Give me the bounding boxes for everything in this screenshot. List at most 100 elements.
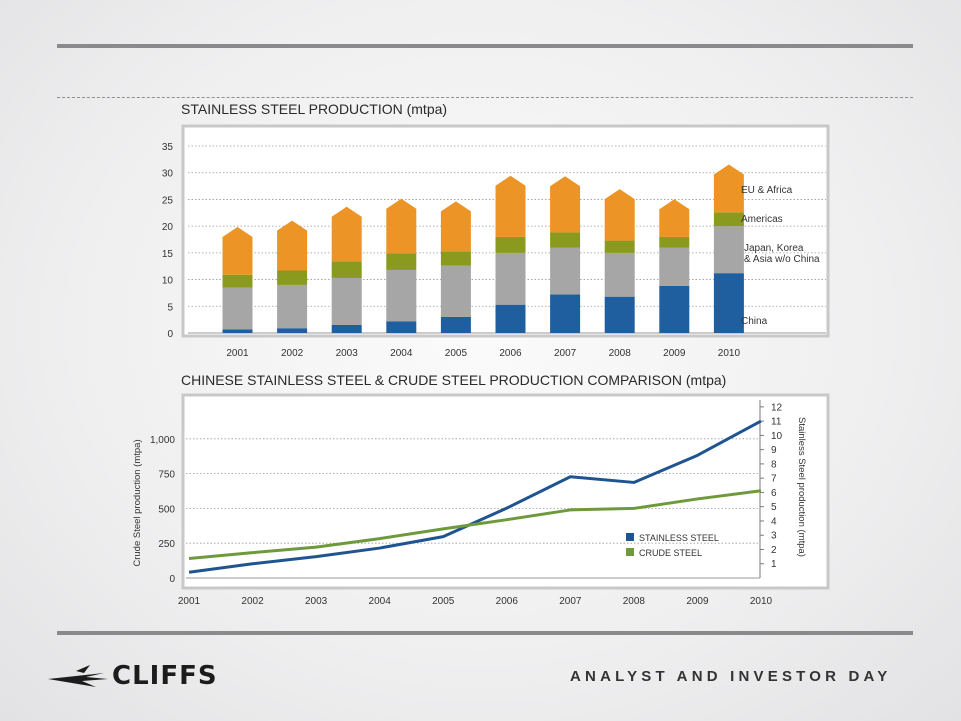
bar-segment: [713, 164, 744, 213]
top-rule: [57, 44, 913, 48]
bar-segment: [604, 240, 635, 253]
bar-chart-title: STAINLESS STEEL PRODUCTION (mtpa): [181, 101, 448, 117]
bar-segment: [277, 270, 308, 285]
line-chart-title: CHINESE STAINLESS STEEL & CRUDE STEEL PR…: [181, 372, 727, 388]
bar-segment: [550, 294, 581, 333]
bar-segment: [550, 232, 581, 248]
line-x-tick-label: 2005: [432, 596, 455, 607]
line-y-axis-label: Crude Steel production (mtpa): [132, 439, 143, 566]
stainless-steel-line: [188, 419, 762, 574]
bar-segment: [222, 227, 253, 275]
bar-legend-label: China: [741, 316, 768, 327]
bar-legend-label: EU & Africa: [741, 185, 793, 196]
line-x-tick-label: 2004: [369, 596, 392, 607]
bar-segment: [331, 206, 362, 262]
line-legend-label: CRUDE STEEL: [639, 548, 702, 558]
bar-y-tick-label: 15: [162, 249, 174, 260]
bar-x-tick-label: 2006: [499, 348, 522, 359]
line-y-tick-label: 500: [158, 504, 175, 515]
line-y2-tick-label: 3: [771, 531, 777, 542]
bar-segment: [440, 265, 471, 317]
bar-segment: [604, 296, 635, 333]
bar-y-tick-label: 30: [162, 169, 174, 180]
bar-legend-label: Japan, Korea & Asia w/o China: [744, 243, 820, 265]
bar-segment: [604, 252, 635, 297]
bar-segment: [659, 285, 690, 333]
line-y2-tick-label: 8: [771, 459, 777, 470]
bottom-rule: [57, 631, 913, 635]
line-y2-axis-label: Stainless Steel production (mtpa): [796, 417, 807, 557]
bar-segment: [331, 277, 362, 325]
cliffs-logo: CLIFFS: [46, 659, 246, 695]
line-y-tick-label: 1,000: [150, 435, 175, 446]
bar-segment: [222, 329, 253, 333]
bar-segment: [222, 287, 253, 330]
bar-segment: [331, 261, 362, 278]
line-y-tick-label: 250: [158, 539, 175, 550]
bar-x-tick-label: 2008: [609, 348, 632, 359]
bar-x-tick-label: 2007: [554, 348, 577, 359]
line-legend-swatch: [626, 548, 634, 556]
line-legend-swatch: [626, 533, 634, 541]
bar-segment: [386, 269, 417, 322]
bar-segment: [222, 274, 253, 288]
line-x-tick-label: 2006: [496, 596, 519, 607]
line-plot-area: [181, 393, 830, 590]
bar-segment: [331, 324, 362, 333]
line-y2-tick-label: 7: [771, 474, 777, 485]
bar-y-tick-label: 0: [167, 329, 173, 340]
bar-segment: [440, 251, 471, 266]
dashed-divider: [57, 97, 913, 98]
bar-y-tick-label: 25: [162, 195, 174, 206]
bar-segment: [713, 273, 744, 333]
bar-segment: [277, 220, 308, 271]
line-x-tick-label: 2003: [305, 596, 328, 607]
bar-segment: [495, 236, 526, 253]
bar-legend-label: Americas: [741, 214, 783, 225]
bar-x-tick-label: 2009: [663, 348, 686, 359]
line-y2-tick-label: 11: [771, 417, 782, 428]
bar-y-tick-label: 10: [162, 276, 174, 287]
bar-x-tick-label: 2004: [390, 348, 413, 359]
cliffs-logo-icon: [48, 665, 108, 687]
bar-x-tick-label: 2003: [336, 348, 359, 359]
bar-segment: [495, 304, 526, 333]
bar-segment: [386, 321, 417, 333]
bar-segment: [713, 226, 744, 274]
line-y-tick-label: 0: [169, 574, 175, 585]
bar-segment: [659, 236, 690, 248]
bar-segment: [659, 199, 690, 237]
bar-y-tick-label: 5: [167, 302, 173, 313]
line-x-tick-label: 2001: [178, 596, 201, 607]
bar-segment: [495, 175, 526, 237]
line-y2-tick-label: 12: [771, 402, 783, 413]
line-y2-tick-label: 4: [771, 516, 777, 527]
line-y2-tick-label: 2: [771, 545, 777, 556]
line-x-tick-label: 2002: [241, 596, 264, 607]
crude-steel-line: [188, 489, 762, 561]
bar-segment: [440, 316, 471, 333]
bar-segment: [713, 212, 744, 227]
bar-y-tick-label: 35: [162, 142, 174, 153]
footer-title: ANALYST AND INVESTOR DAY: [570, 668, 892, 685]
bar-x-tick-label: 2002: [281, 348, 304, 359]
bar-segment: [277, 284, 308, 329]
bar-segment: [604, 189, 635, 241]
line-x-tick-label: 2009: [686, 596, 709, 607]
bar-y-tick-label: 20: [162, 222, 174, 233]
line-y2-tick-label: 6: [771, 488, 777, 499]
line-y2-tick-label: 10: [771, 431, 783, 442]
line-legend-label: STAINLESS STEEL: [639, 533, 719, 543]
bar-segment: [495, 252, 526, 305]
line-y-tick-label: 750: [158, 470, 175, 481]
bar-segment: [550, 247, 581, 295]
bar-segment: [550, 176, 581, 233]
bar-x-tick-label: 2001: [226, 348, 249, 359]
line-y2-tick-label: 1: [771, 559, 777, 570]
brand-name: CLIFFS: [112, 661, 218, 691]
bar-segment: [277, 328, 308, 333]
bar-segment: [659, 247, 690, 286]
line-y2-tick-label: 5: [771, 502, 777, 513]
bar-segment: [386, 198, 417, 254]
